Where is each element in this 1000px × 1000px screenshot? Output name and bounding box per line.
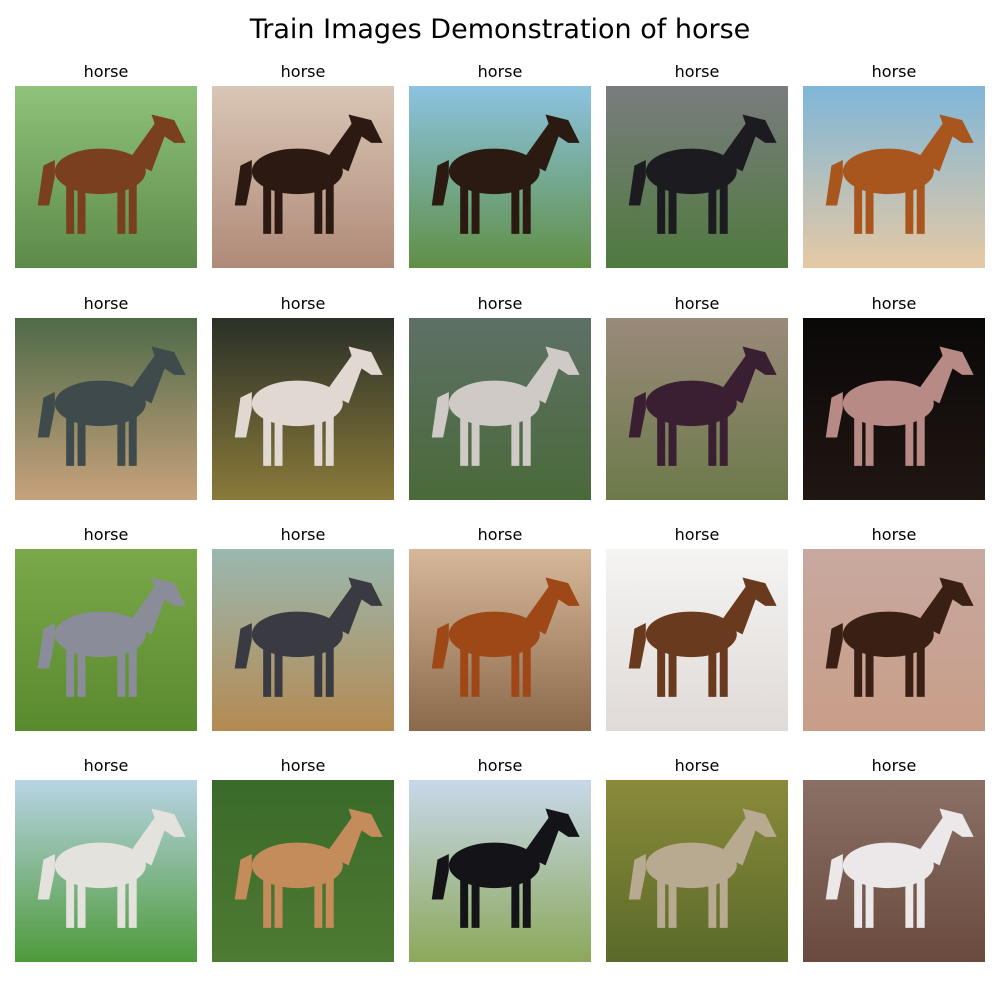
horse-silhouette (628, 346, 777, 466)
image-label: horse (477, 525, 523, 544)
image-label: horse (674, 756, 720, 775)
horse-image (803, 780, 985, 962)
horse-image (212, 318, 394, 500)
horse-image (409, 780, 591, 962)
horse-silhouette (234, 346, 383, 466)
horse-silhouette (825, 346, 974, 466)
horse-image (803, 86, 985, 268)
horse-silhouette (37, 577, 186, 697)
horse-image (212, 549, 394, 731)
horse-image (15, 780, 197, 962)
image-label: horse (871, 294, 917, 313)
horse-silhouette (234, 808, 383, 928)
image-label: horse (280, 294, 326, 313)
horse-silhouette (37, 114, 186, 234)
image-label: horse (871, 62, 917, 81)
image-label: horse (477, 756, 523, 775)
image-label: horse (83, 756, 129, 775)
image-label: horse (83, 294, 129, 313)
horse-image (803, 549, 985, 731)
horse-image (409, 318, 591, 500)
horse-silhouette (234, 114, 383, 234)
horse-image (15, 86, 197, 268)
figure-title: Train Images Demonstration of horse (249, 14, 751, 45)
image-label: horse (83, 62, 129, 81)
horse-image (606, 318, 788, 500)
horse-image (409, 86, 591, 268)
image-label: horse (871, 756, 917, 775)
horse-image (15, 318, 197, 500)
image-label: horse (674, 525, 720, 544)
horse-silhouette (37, 346, 186, 466)
horse-silhouette (431, 114, 580, 234)
horse-image (212, 780, 394, 962)
horse-silhouette (825, 114, 974, 234)
image-label: horse (674, 62, 720, 81)
horse-silhouette (825, 577, 974, 697)
image-label: horse (477, 62, 523, 81)
horse-silhouette (628, 577, 777, 697)
horse-silhouette (431, 808, 580, 928)
horse-image (606, 549, 788, 731)
horse-image (409, 549, 591, 731)
horse-image (606, 780, 788, 962)
horse-image (606, 86, 788, 268)
horse-silhouette (825, 808, 974, 928)
horse-silhouette (234, 577, 383, 697)
image-label: horse (674, 294, 720, 313)
horse-silhouette (628, 114, 777, 234)
horse-silhouette (431, 577, 580, 697)
horse-silhouette (37, 808, 186, 928)
image-label: horse (280, 756, 326, 775)
image-label: horse (477, 294, 523, 313)
image-label: horse (871, 525, 917, 544)
horse-image (212, 86, 394, 268)
horse-silhouette (628, 808, 777, 928)
image-label: horse (280, 525, 326, 544)
horse-silhouette (431, 346, 580, 466)
image-label: horse (83, 525, 129, 544)
image-label: horse (280, 62, 326, 81)
horse-image (803, 318, 985, 500)
horse-image (15, 549, 197, 731)
